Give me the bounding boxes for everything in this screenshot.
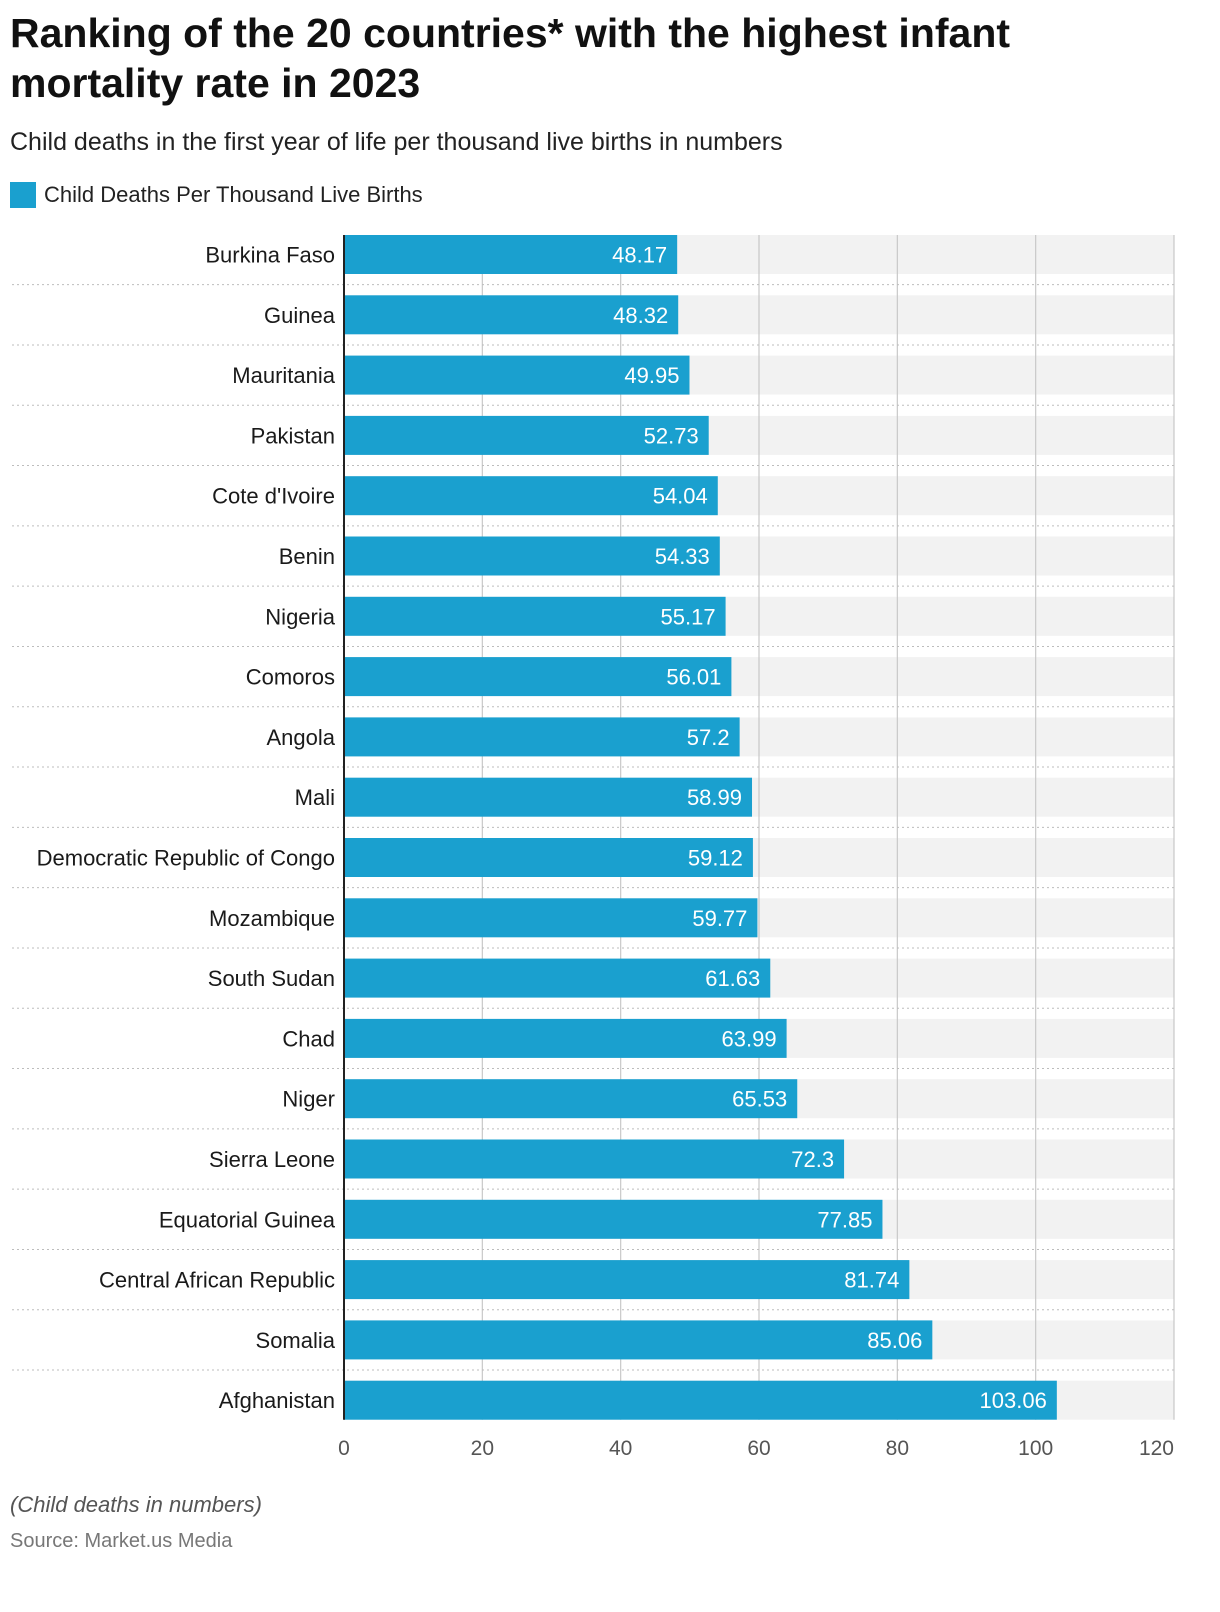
category-label: Benin [279, 544, 335, 569]
bar [344, 295, 679, 335]
category-label: Equatorial Guinea [159, 1207, 336, 1232]
bar [344, 1199, 883, 1239]
x-tick-label: 60 [747, 1437, 770, 1460]
bar [344, 596, 726, 636]
bar [344, 777, 753, 817]
category-label: South Sudan [208, 966, 335, 991]
legend-swatch [10, 182, 36, 208]
bar-value-label: 54.04 [653, 484, 708, 509]
bar-value-label: 57.2 [687, 725, 730, 750]
category-label: Chad [282, 1026, 335, 1051]
bar-value-label: 63.99 [722, 1026, 777, 1051]
bar-value-label: 56.01 [666, 665, 721, 690]
bar [344, 1018, 787, 1058]
category-label: Niger [282, 1087, 335, 1112]
x-tick-label: 0 [338, 1437, 350, 1460]
source-credit: Source: Market.us Media [10, 1530, 233, 1552]
category-label: Angola [266, 725, 335, 750]
category-label: Somalia [256, 1328, 336, 1353]
bar [344, 958, 771, 998]
bar [344, 1260, 910, 1300]
bar-value-label: 49.95 [624, 363, 679, 388]
x-tick-label: 120 [1139, 1437, 1174, 1460]
bar [344, 717, 740, 757]
bar [344, 1380, 1057, 1420]
category-label: Afghanistan [219, 1388, 335, 1413]
bar [344, 838, 753, 877]
bar [344, 898, 758, 938]
category-label: Pakistan [251, 423, 335, 448]
bar-value-label: 59.77 [692, 906, 747, 931]
bar [344, 1139, 845, 1179]
bar-value-label: 85.06 [867, 1328, 922, 1353]
bar-value-label: 48.32 [613, 303, 668, 328]
bar-value-label: 52.73 [644, 423, 699, 448]
bar [344, 415, 709, 455]
x-tick-label: 20 [471, 1437, 494, 1460]
legend: Child Deaths Per Thousand Live Births [10, 182, 423, 208]
bar-value-label: 58.99 [687, 785, 742, 810]
bar-value-label: 103.06 [980, 1388, 1047, 1413]
bar-value-label: 54.33 [655, 544, 710, 569]
category-label: Mozambique [209, 906, 335, 931]
x-tick-label: 40 [609, 1437, 632, 1460]
bar-value-label: 48.17 [612, 243, 667, 268]
bar [344, 235, 678, 274]
category-label: Mali [295, 785, 335, 810]
bar-value-label: 61.63 [705, 966, 760, 991]
bar [344, 1079, 798, 1119]
bar-value-label: 81.74 [844, 1268, 899, 1293]
bar-value-label: 55.17 [661, 604, 716, 629]
category-label: Comoros [246, 665, 335, 690]
bar-value-label: 65.53 [732, 1087, 787, 1112]
category-label: Nigeria [265, 604, 335, 629]
category-label: Mauritania [232, 363, 335, 388]
chart-title: Ranking of the 20 countries* with the hi… [10, 10, 1011, 106]
category-label: Sierra Leone [209, 1147, 335, 1172]
bar [344, 657, 732, 697]
bar-chart: 48.17 Burkina Faso 48.32 Guinea 49.95 Maurita… [12, 235, 1175, 1460]
chart-note: (Child deaths in numbers) [10, 1492, 262, 1517]
bar-value-label: 59.12 [688, 846, 743, 871]
bar [344, 1320, 933, 1360]
bar-value-label: 72.3 [791, 1147, 834, 1172]
bar [344, 476, 718, 516]
bar [344, 355, 690, 395]
category-label: Democratic Republic of Congo [37, 846, 335, 871]
x-tick-label: 80 [886, 1437, 909, 1460]
legend-label: Child Deaths Per Thousand Live Births [44, 182, 423, 207]
category-label: Burkina Faso [205, 243, 335, 268]
x-tick-label: 100 [1018, 1437, 1053, 1460]
category-label: Central African Republic [99, 1268, 335, 1293]
category-label: Cote d'Ivoire [212, 484, 335, 509]
bar-value-label: 77.85 [817, 1207, 872, 1232]
category-label: Guinea [264, 303, 336, 328]
chart-subtitle: Child deaths in the first year of life p… [10, 128, 783, 156]
bar [344, 536, 720, 576]
